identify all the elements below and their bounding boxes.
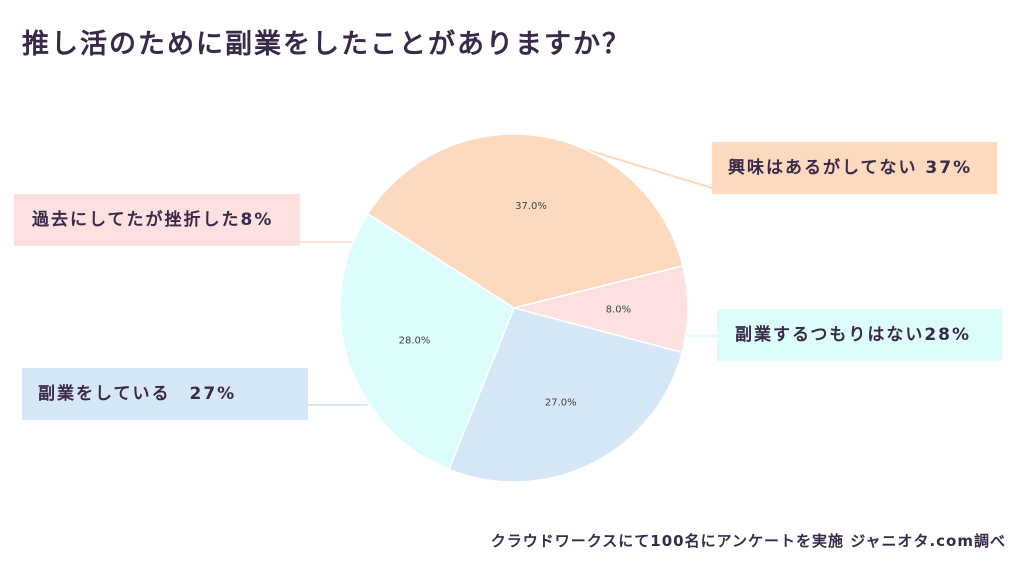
callout-label-interested: 興味はあるがしてない 37%: [712, 142, 997, 194]
callout-label-not-planning: 副業するつもりはない28%: [717, 309, 1002, 361]
percent-label: 37.0%: [515, 201, 547, 212]
slice-doing: [447, 307, 684, 483]
pie-slices: [339, 133, 689, 483]
percent-label: 27.0%: [545, 397, 577, 408]
percent-label: 28.0%: [399, 336, 431, 347]
callout-label-doing: 副業をしている 27%: [22, 368, 308, 420]
callout-label-gave-up: 過去にしてたが挫折した8%: [14, 194, 300, 246]
percent-label: 8.0%: [606, 305, 631, 316]
slice-not-planning: [339, 212, 515, 471]
chart-title: 推し活のために副業をしたことがありますか？: [22, 29, 631, 60]
source-note: クラウドワークスにて100名にアンケートを実施 ジャニオタ.com調べ: [490, 532, 1006, 550]
percent-labels: 37.0% 8.0% 27.0% 28.0%: [399, 201, 632, 408]
